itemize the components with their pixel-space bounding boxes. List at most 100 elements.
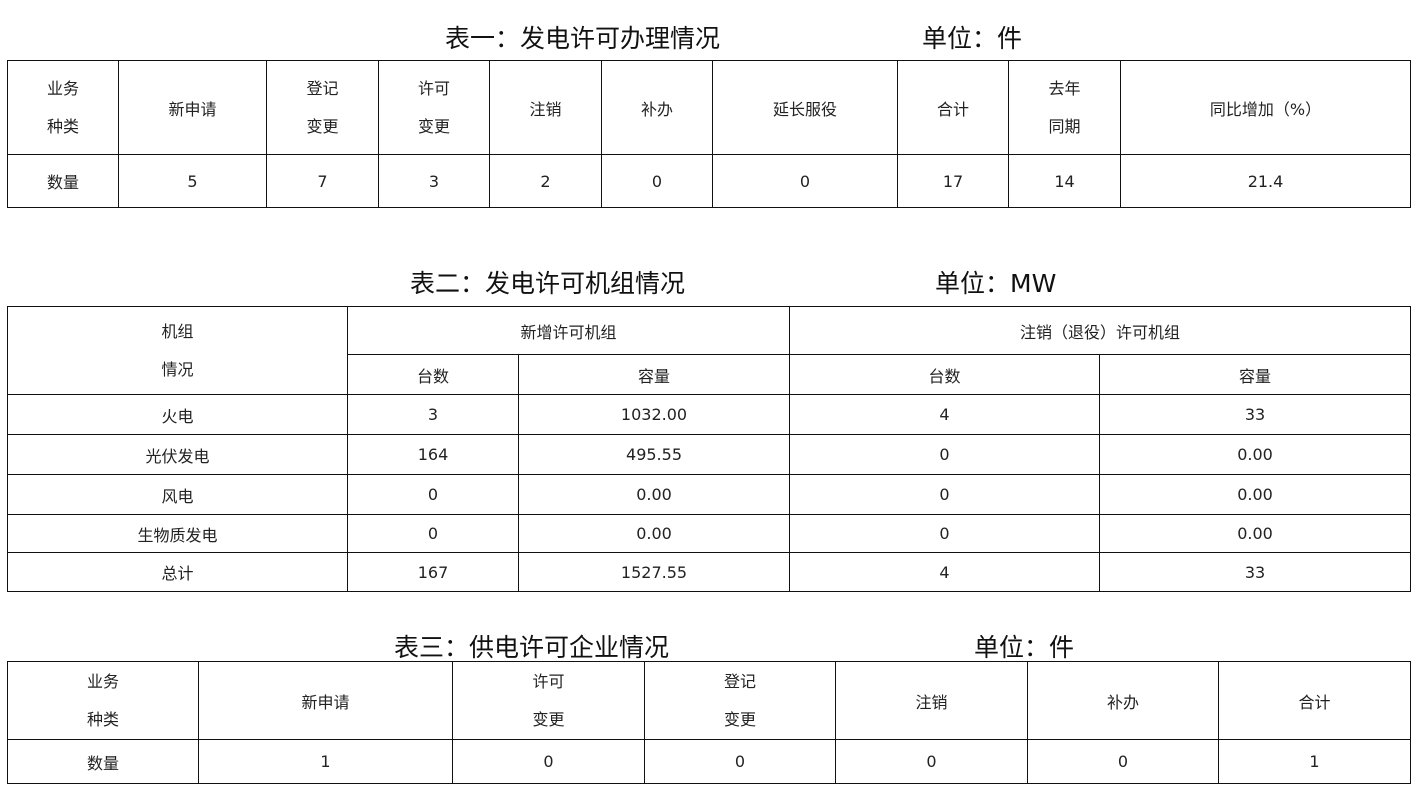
table-cell: 164: [347, 434, 519, 475]
table-cell: 21.4: [1120, 154, 1411, 208]
table-cell: 许可 变更: [452, 661, 645, 740]
table-cell: 3: [347, 394, 519, 435]
table-generation-units: 机组情况 新增许可机组 注销（退役）许可机组 台数 容量 台数 容量 火电 3 10…: [7, 306, 1411, 592]
table-cell: 注销: [489, 60, 602, 155]
table2-unit: 单位：MW: [935, 269, 1057, 298]
sub-capacity-header: 容量: [1099, 354, 1411, 395]
table-cell: 风电: [7, 474, 348, 515]
table-cell: 3: [378, 154, 490, 208]
table-cell: 0: [789, 474, 1101, 515]
table-cell: 业务 种类: [7, 60, 119, 155]
table-cell: 生物质发电: [7, 514, 348, 553]
table-cell: 0: [789, 434, 1101, 475]
corner-line: 机组: [161, 321, 194, 341]
table1-title: 表一：发电许可办理情况: [445, 24, 721, 53]
cell-line: 业务: [46, 78, 79, 98]
cell-line: 变更: [306, 116, 339, 136]
table-cell: 1: [1218, 739, 1411, 784]
table-cell: 2: [489, 154, 602, 208]
sub-count-header: 台数: [347, 354, 519, 395]
cell-line: 业务: [86, 671, 119, 691]
table3-title: 表三：供电许可企业情况: [394, 633, 670, 662]
table-row: 数量 5 7 3 2 0 0 17 14 21.4: [7, 154, 1411, 208]
table-cell: 数量: [7, 154, 119, 208]
table-cell: 0: [835, 739, 1028, 784]
table2-title: 表二：发电许可机组情况: [410, 269, 686, 298]
table-cell: 0.00: [517, 514, 791, 553]
table-cell: 0: [644, 739, 836, 784]
table-cell: 数量: [7, 739, 199, 784]
cell-line: 变更: [532, 709, 565, 729]
table-cell: 登记 变更: [644, 661, 836, 740]
table-cell: 17: [897, 154, 1009, 208]
table-cell: 495.55: [517, 434, 791, 475]
table-cell: 33: [1099, 394, 1411, 435]
cell-line: 种类: [86, 709, 119, 729]
cell-line: 许可: [417, 78, 450, 98]
table-cell: 去年 同期: [1008, 60, 1121, 155]
table-cell: 合计: [1218, 661, 1411, 740]
table-cell: 火电: [7, 394, 348, 435]
table-power-supply-license: 业务 种类 新申请 许可 变更 登记 变更 注销 补办 合计 数量 1 0 0 0 0 1: [7, 661, 1411, 784]
sub-capacity-header: 容量: [517, 354, 791, 395]
cell-line: 变更: [723, 709, 756, 729]
table-cell: 0: [712, 154, 898, 208]
table-row: 光伏发电 164 495.55 0 0.00: [7, 434, 1411, 475]
table1-unit: 单位：件: [922, 24, 1023, 53]
table-row: 火电 3 1032.00 4 33: [7, 394, 1411, 435]
table-cell: 光伏发电: [7, 434, 348, 475]
table-cell: 0: [347, 514, 519, 553]
table-cell: 0: [347, 474, 519, 515]
table-cell: 7: [266, 154, 379, 208]
table-cell: 0: [601, 154, 713, 208]
group-new-header: 新增许可机组: [346, 306, 791, 355]
table-cell: 0.00: [1099, 474, 1411, 515]
table-cell: 1032.00: [517, 394, 791, 435]
table-cell: 0: [1027, 739, 1219, 784]
cell-line: 同期: [1048, 116, 1081, 136]
table-row: 数量 1 0 0 0 0 1: [7, 739, 1411, 784]
table-row: 生物质发电 0 0.00 0 0.00: [7, 514, 1411, 553]
table-cell: 新申请: [118, 60, 267, 155]
header-row: 业务 种类 新申请 许可 变更 登记 变更 注销 补办 合计: [7, 661, 1411, 740]
table-cell: 新申请: [198, 661, 453, 740]
table-cell: 167: [347, 552, 519, 592]
table-cell: 合计: [897, 60, 1009, 155]
table-cell: 许可 变更: [378, 60, 490, 155]
table-cell: 业务 种类: [7, 661, 199, 740]
table-cell: 4: [789, 552, 1101, 592]
table-cell: 0.00: [1099, 514, 1411, 553]
corner-line: 情况: [161, 359, 194, 379]
cell-line: 登记: [723, 671, 756, 691]
table-cell: 注销: [835, 661, 1028, 740]
table-power-generation-license: 业务 种类 新申请 登记 变更 许可 变更 注销 补办 延长服役 合计 去年 同期 同比增加（%） 数量 5…: [7, 60, 1411, 208]
cell-line: 去年: [1048, 78, 1081, 98]
table-cell: 总计: [7, 552, 348, 592]
table-cell: 0.00: [1099, 434, 1411, 475]
table-cell: 0.00: [517, 474, 791, 515]
group-cancel-header: 注销（退役）许可机组: [789, 306, 1411, 355]
table-cell: 1: [198, 739, 453, 784]
cell-line: 登记: [306, 78, 339, 98]
table-cell: 登记 变更: [266, 60, 379, 155]
table-cell: 5: [118, 154, 267, 208]
table-cell: 4: [789, 394, 1101, 435]
cell-line: 许可: [532, 671, 565, 691]
table-row: 风电 0 0.00 0 0.00: [7, 474, 1411, 515]
table3-unit: 单位：件: [974, 633, 1075, 662]
header-row: 业务 种类 新申请 登记 变更 许可 变更 注销 补办 延长服役 合计 去年 同期 同比增加（%）: [7, 60, 1411, 155]
cell-line: 变更: [417, 116, 450, 136]
table-cell: 14: [1008, 154, 1121, 208]
cell-line: 种类: [46, 116, 79, 136]
table-cell: 0: [789, 514, 1101, 553]
table-cell: 延长服役: [712, 60, 898, 155]
table-cell: 0: [452, 739, 645, 784]
corner-header: 机组 情况: [7, 306, 348, 395]
table-cell: 补办: [1027, 661, 1219, 740]
table-cell: 33: [1099, 552, 1411, 592]
table-cell: 补办: [601, 60, 713, 155]
sub-count-header: 台数: [789, 354, 1101, 395]
table-row: 总计 167 1527.55 4 33: [7, 552, 1411, 592]
table-cell: 1527.55: [517, 552, 791, 592]
table-cell: 同比增加（%）: [1120, 60, 1411, 155]
